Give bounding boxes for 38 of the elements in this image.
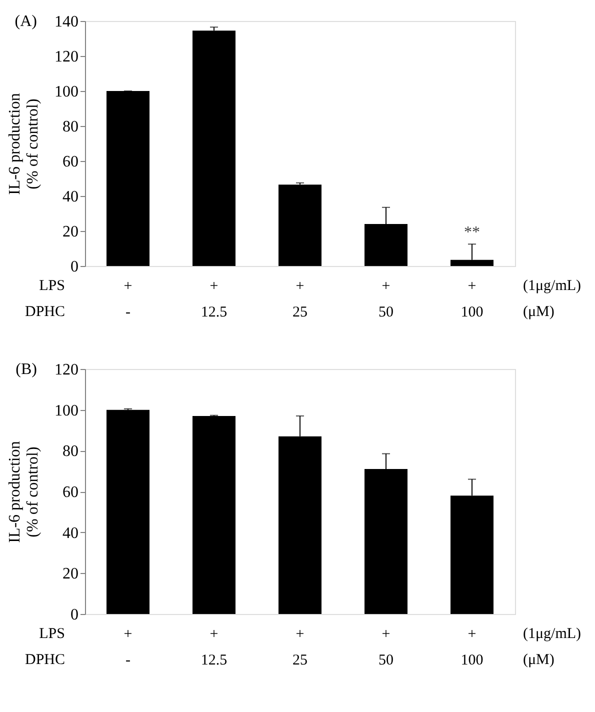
y-tick-label: 120 [54, 362, 78, 378]
y-axis-title: IL-6 production (% of control) [6, 441, 42, 543]
y-tick-label: 140 [54, 14, 78, 30]
x-tick-label: + 12.5 [200, 278, 228, 320]
y-tick-label: 0 [70, 258, 78, 276]
x-tick-label: + - [124, 626, 132, 668]
x-tick-label: + 100 [460, 278, 484, 320]
bar [106, 91, 150, 266]
y-tick-label: 60 [62, 484, 78, 501]
bar [192, 416, 236, 614]
annotation: ** [464, 224, 480, 242]
y-tick-label: 20 [62, 224, 78, 240]
x-tick-label: + 50 [378, 626, 394, 668]
chart-title: (A) [14, 13, 37, 30]
bar [192, 30, 236, 266]
bar [106, 410, 150, 614]
y-tick-label: 100 [54, 402, 78, 420]
y-tick-label: 80 [62, 443, 78, 460]
y-tick-label: 100 [54, 84, 78, 100]
text: (1μg/mL) (μM) [523, 626, 582, 668]
text: LPS DPHC [24, 626, 65, 668]
text: (1μg/mL) (μM) [523, 278, 582, 320]
y-tick-label: 60 [62, 154, 78, 170]
y-tick-label: 120 [54, 48, 78, 66]
x-tick-label: + 100 [460, 626, 484, 668]
x-tick-label: + 12.5 [200, 626, 228, 668]
y-tick-label: 40 [62, 188, 78, 206]
x-tick-label: + 25 [292, 626, 308, 668]
x-tick-label: + - [124, 278, 132, 320]
y-axis-title: IL-6 production (% of control) [6, 93, 42, 195]
chart-title: (B) [16, 361, 37, 378]
text: LPS DPHC [24, 278, 65, 320]
y-tick-label: 40 [62, 524, 78, 542]
y-tick-label: 80 [62, 118, 78, 136]
y-tick-label: 0 [70, 606, 78, 624]
x-tick-label: + 50 [378, 278, 394, 320]
x-tick-label: + 25 [292, 278, 308, 320]
y-tick-label: 20 [62, 566, 78, 583]
